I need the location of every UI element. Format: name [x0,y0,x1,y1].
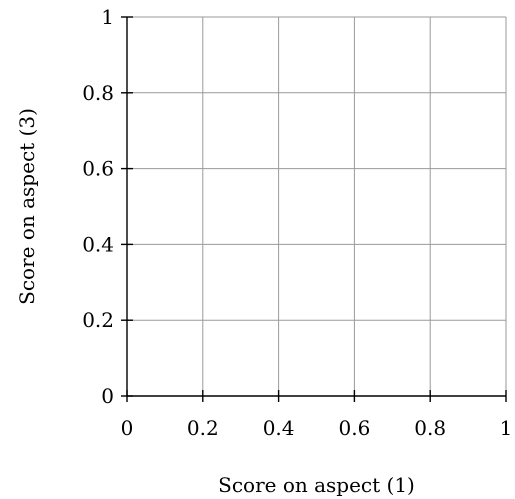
x-tick-label: 1 [500,416,513,440]
x-tick-label: 0 [121,416,134,440]
y-tick-label: 0 [101,384,114,408]
x-tick-label: 0.4 [263,416,295,440]
y-tick-label: 0.4 [82,232,114,256]
grid-lines [126,16,507,397]
y-axis-title: Score on aspect (3) [15,108,39,305]
ticks [121,16,507,402]
y-tick-label: 0.6 [82,157,114,181]
x-axis-title: Score on aspect (1) [218,473,415,497]
tick-labels: 0 0.2 0.4 0.6 0.8 1 0 0.2 0.4 0.6 0.8 1 [82,5,512,440]
y-tick-label: 1 [101,5,114,29]
x-tick-label: 0.8 [414,416,446,440]
y-tick-label: 0.2 [82,308,114,332]
x-tick-label: 0.2 [187,416,219,440]
axes [126,17,506,397]
x-tick-label: 0.6 [338,416,370,440]
y-tick-label: 0.8 [82,81,114,105]
